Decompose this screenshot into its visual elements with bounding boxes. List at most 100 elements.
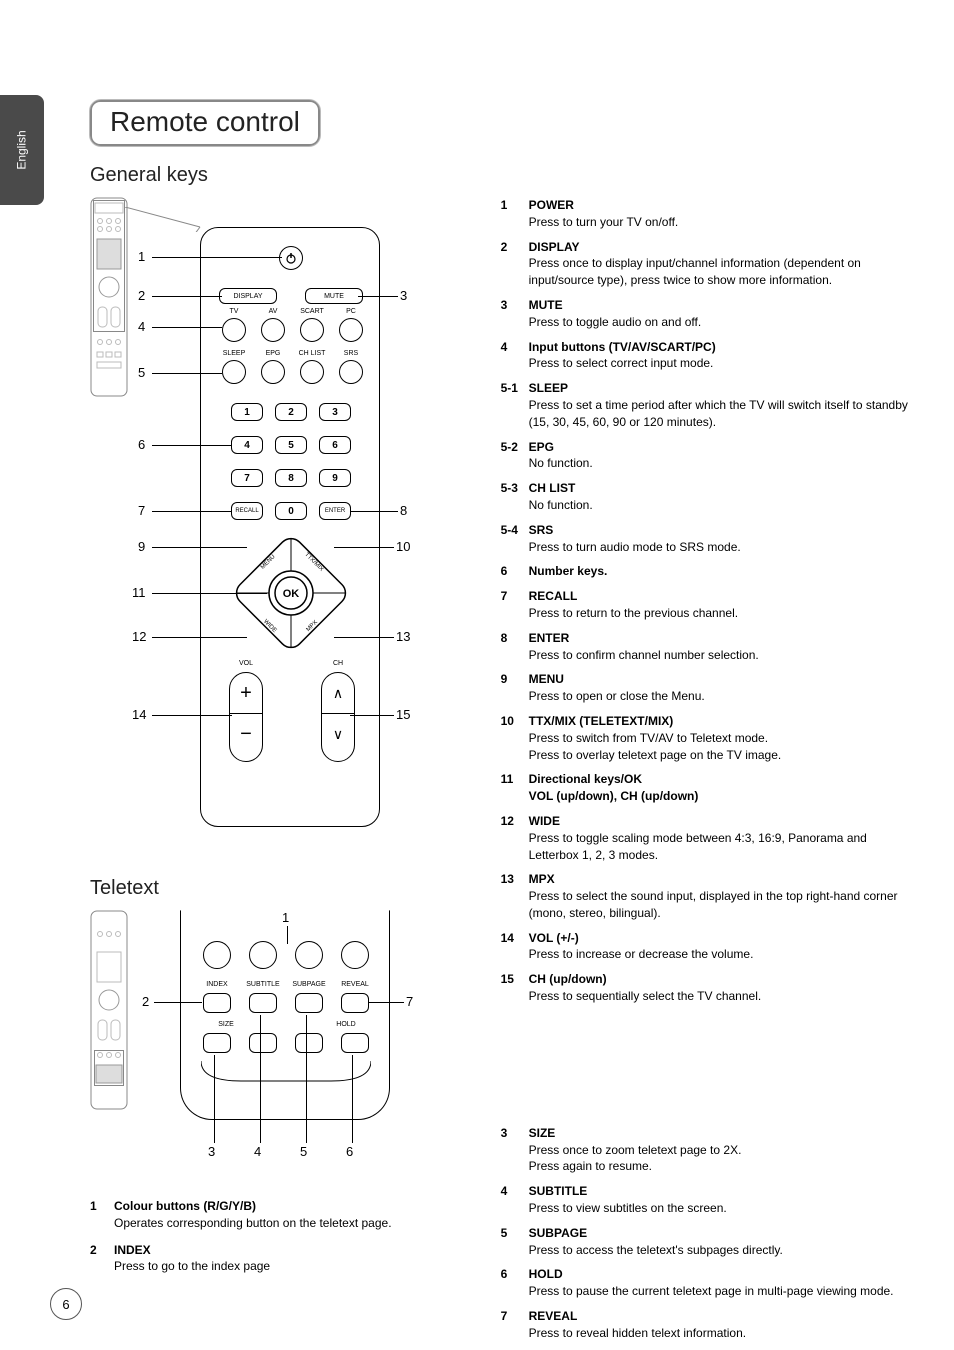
desc-body: RECALLPress to return to the previous ch…: [529, 588, 920, 622]
desc-num: 5-4: [501, 522, 529, 556]
desc-title: ENTER: [529, 631, 570, 645]
green-button: [249, 941, 277, 969]
desc-body: CH LISTNo function.: [529, 480, 920, 514]
tt-callout-1: 1: [282, 910, 289, 925]
power-button: [279, 246, 303, 270]
callout-7: 7: [138, 503, 145, 518]
desc-title: MPX: [529, 872, 555, 886]
desc-title: POWER: [529, 198, 574, 212]
desc-body: SLEEPPress to set a time period after wh…: [529, 380, 920, 430]
desc-num: 6: [501, 563, 529, 580]
vol-rocker: + −: [229, 672, 263, 762]
num-8: 8: [275, 469, 307, 487]
desc-num: 3: [501, 297, 529, 331]
callout-11: 11: [132, 585, 146, 600]
desc-text: Press to access the teletext's subpages …: [529, 1243, 783, 1257]
desc-title: DISPLAY: [529, 240, 580, 254]
remote-outline: DISPLAY MUTE TV AV SCART PC SLEEP EPG CH…: [200, 227, 380, 827]
enter-button: ENTER: [319, 502, 351, 520]
mini-highlight-2: [94, 1050, 124, 1086]
callout-3: 3: [400, 288, 407, 303]
general-diagram-col: DISPLAY MUTE TV AV SCART PC SLEEP EPG CH…: [90, 197, 461, 1350]
desc-text: Operates corresponding button on the tel…: [114, 1216, 392, 1230]
teletext-desc-item: 5 SUBPAGEPress to access the teletext's …: [501, 1225, 920, 1259]
callout-line: [352, 1055, 353, 1143]
callout-2: 2: [138, 288, 145, 303]
page-title-box: Remote control: [90, 100, 320, 146]
callout-14: 14: [132, 707, 146, 722]
scart-label: SCART: [297, 308, 327, 315]
recall-button: RECALL: [231, 502, 263, 520]
desc-item: 8ENTERPress to confirm channel number se…: [501, 630, 920, 664]
num-3: 3: [319, 403, 351, 421]
tt-callout-6: 6: [346, 1144, 353, 1159]
desc-title: VOL (+/-): [529, 931, 579, 945]
teletext-desc-item: 4 SUBTITLEPress to view subtitles on the…: [501, 1183, 920, 1217]
callout-9: 9: [138, 539, 145, 554]
desc-item: 6Number keys.: [501, 563, 920, 580]
desc-title: HOLD: [529, 1267, 563, 1281]
pc-button: [339, 318, 363, 342]
teletext-desc-item: 6 HOLDPress to pause the current teletex…: [501, 1266, 920, 1300]
chlist-label: CH LIST: [297, 350, 327, 357]
callout-4: 4: [138, 319, 145, 334]
desc-item: 4Input buttons (TV/AV/SCART/PC)Press to …: [501, 339, 920, 373]
callout-line: [152, 327, 222, 328]
bracket: [201, 1061, 371, 1101]
num-7: 7: [231, 469, 263, 487]
desc-text: No function.: [529, 456, 593, 470]
mini-connector: [125, 207, 205, 232]
desc-text: Press to sequentially select the TV chan…: [529, 989, 762, 1003]
index-label: INDEX: [199, 981, 235, 988]
desc-body: MPXPress to select the sound input, disp…: [529, 871, 920, 921]
desc-body: WIDEPress to toggle scaling mode between…: [529, 813, 920, 863]
desc-text: Press to toggle scaling mode between 4:3…: [529, 831, 867, 862]
ch-label: CH: [323, 660, 353, 667]
num-2: 2: [275, 403, 307, 421]
desc-item: 2DISPLAY Press once to display input/chan…: [501, 239, 920, 289]
num-0: 0: [275, 502, 307, 520]
desc-num: 15: [501, 971, 529, 1005]
language-label: English: [15, 130, 29, 169]
desc-body: REVEALPress to reveal hidden telext info…: [529, 1308, 920, 1342]
reveal-label: REVEAL: [335, 981, 375, 988]
desc-title: REVEAL: [529, 1309, 578, 1323]
desc-item: 7RECALLPress to return to the previous c…: [501, 588, 920, 622]
desc-num: 8: [501, 630, 529, 664]
desc-num: 5-1: [501, 380, 529, 430]
callout-line: [334, 637, 394, 638]
num-6: 6: [319, 436, 351, 454]
epg-label: EPG: [258, 350, 288, 357]
desc-text: Press once to display input/channel info…: [529, 256, 861, 287]
callout-8: 8: [400, 503, 407, 518]
desc-item: 13MPXPress to select the sound input, di…: [501, 871, 920, 921]
desc-num: 3: [501, 1125, 529, 1175]
num-9: 9: [319, 469, 351, 487]
desc-title: Number keys.: [529, 564, 608, 578]
teletext-desc-item: 2 INDEXPress to go to the index page: [90, 1242, 461, 1276]
subpage-label: SUBPAGE: [289, 981, 329, 988]
callout-line: [152, 637, 247, 638]
power-icon: [285, 252, 297, 264]
hold-label: HOLD: [331, 1021, 361, 1028]
desc-num: 1: [501, 197, 529, 231]
desc-body: TTX/MIX (TELETEXT/MIX)Press to switch fr…: [529, 713, 920, 763]
desc-num: 5-3: [501, 480, 529, 514]
desc-body: MUTEPress to toggle audio on and off.: [529, 297, 920, 331]
language-tab: English: [0, 95, 44, 205]
epg-button: [261, 360, 285, 384]
scart-button: [300, 318, 324, 342]
desc-item: 12WIDEPress to toggle scaling mode betwe…: [501, 813, 920, 863]
desc-num: 4: [501, 339, 529, 373]
section-general-keys-heading: General keys: [90, 164, 920, 187]
desc-title: SUBPAGE: [529, 1226, 587, 1240]
blue-button: [341, 941, 369, 969]
tt-callout-2: 2: [142, 994, 149, 1009]
desc-body: Directional keys/OKVOL (up/down), CH (up…: [529, 771, 920, 805]
desc-body: Number keys.: [529, 563, 920, 580]
teletext-diagram: INDEX SUBTITLE SUBPAGE REVEAL SIZE HOLD: [90, 910, 450, 1170]
desc-title: MUTE: [529, 298, 563, 312]
desc-num: 2: [501, 239, 529, 289]
desc-num: 11: [501, 771, 529, 805]
desc-title: SRS: [529, 523, 554, 537]
